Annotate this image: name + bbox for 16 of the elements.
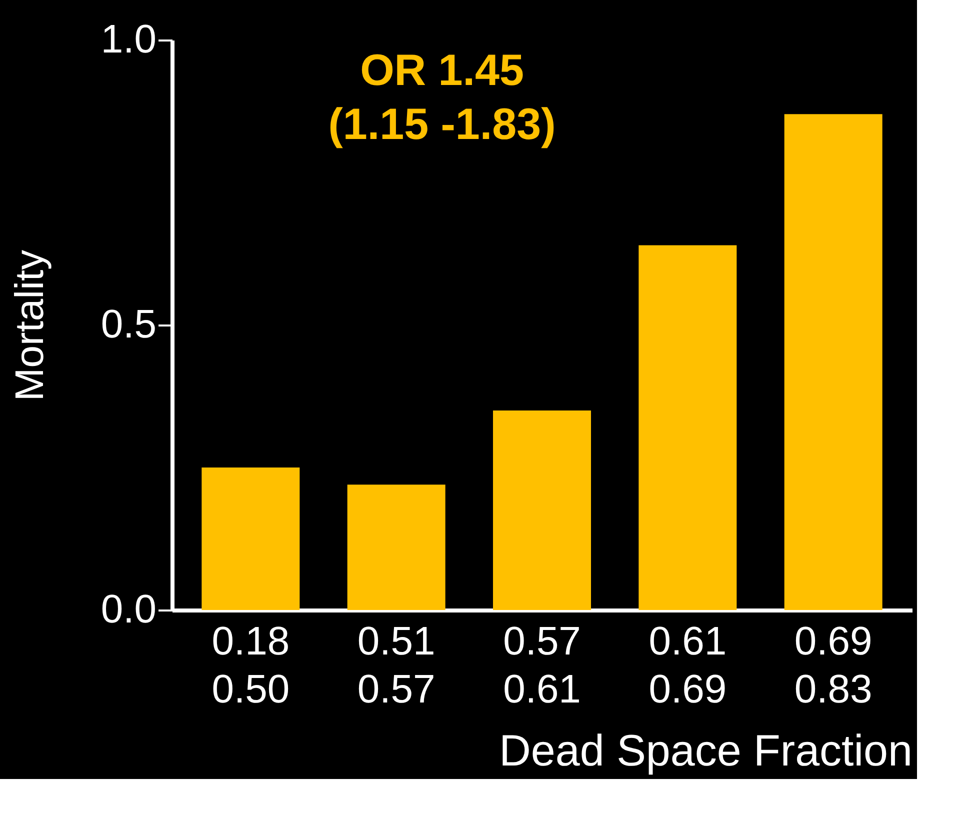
y-tick-label: 0.5 [100, 302, 156, 346]
y-axis-title: Mortality [8, 250, 52, 402]
bar [638, 245, 737, 610]
bar [347, 484, 446, 610]
x-axis-title: Dead Space Fraction [499, 726, 912, 776]
bar [784, 114, 882, 610]
x-tick-label: 0.69 0.83 [794, 620, 872, 712]
x-tick-label: 0.61 0.69 [648, 620, 727, 712]
bar [202, 468, 300, 610]
x-tick-label: 0.18 0.50 [212, 620, 290, 712]
x-tick-label: 0.57 0.61 [503, 620, 581, 712]
y-tick-label: 0.0 [100, 588, 156, 632]
bar [493, 410, 591, 610]
x-tick-label: 0.51 0.57 [357, 620, 436, 712]
annotation: OR 1.45 (1.15 -1.83) [328, 46, 556, 149]
y-tick-label: 1.0 [100, 18, 156, 62]
